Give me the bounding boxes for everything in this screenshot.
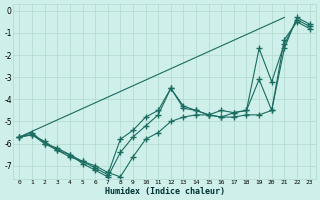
X-axis label: Humidex (Indice chaleur): Humidex (Indice chaleur) (105, 187, 225, 196)
